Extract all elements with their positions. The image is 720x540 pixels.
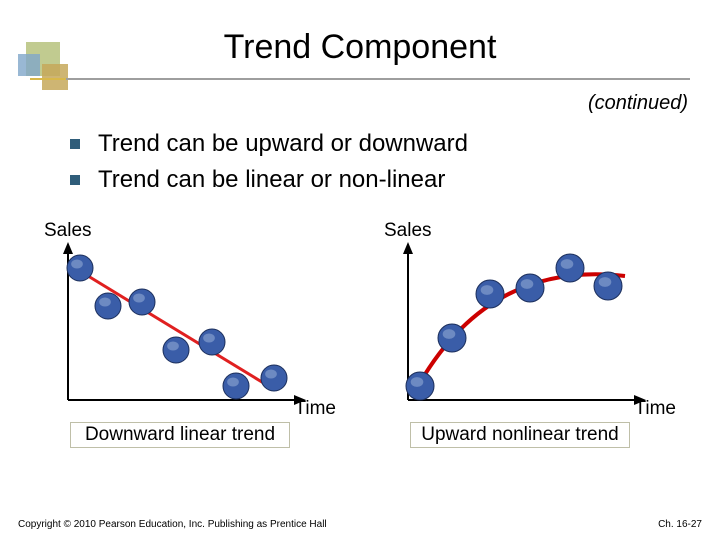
- bullet-item: Trend can be upward or downward: [70, 130, 468, 158]
- bullet-text: Trend can be upward or downward: [98, 130, 468, 158]
- charts-row: Sales Time Downward linear trend Sales T…: [40, 220, 680, 470]
- bullet-icon: [70, 139, 80, 149]
- title-underline-accent: [30, 78, 66, 80]
- footer-page: Ch. 16-27: [658, 519, 702, 530]
- chart-left-xlabel: Time: [294, 398, 336, 420]
- chart-left: Sales Time Downward linear trend: [40, 220, 340, 450]
- continued-label: (continued): [588, 92, 688, 115]
- chart-left-caption: Downward linear trend: [70, 422, 290, 448]
- chart-right-svg: [380, 220, 680, 420]
- bullet-list: Trend can be upward or downward Trend ca…: [70, 130, 468, 202]
- chart-left-svg: [40, 220, 340, 420]
- footer-copyright: Copyright © 2010 Pearson Education, Inc.…: [18, 519, 327, 530]
- bullet-icon: [70, 175, 80, 185]
- bullet-item: Trend can be linear or non-linear: [70, 166, 468, 194]
- chart-right-caption: Upward nonlinear trend: [410, 422, 630, 448]
- chart-right-xlabel: Time: [634, 398, 676, 420]
- slide-title: Trend Component: [0, 28, 720, 67]
- title-underline: [30, 78, 690, 80]
- chart-right: Sales Time Upward nonlinear trend: [380, 220, 680, 450]
- bullet-text: Trend can be linear or non-linear: [98, 166, 445, 194]
